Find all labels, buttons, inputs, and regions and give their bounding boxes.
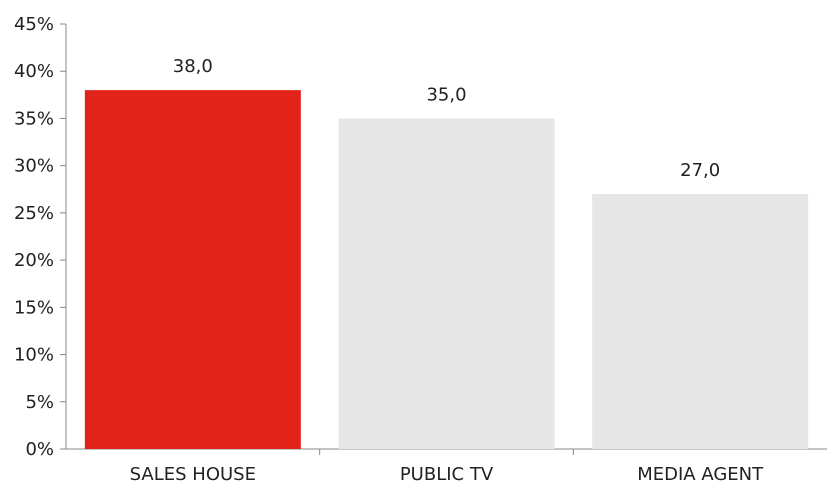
bar-sales-house [84,90,301,449]
y-tick-label: 15% [14,297,54,318]
x-category-label: SALES HOUSE [130,464,256,485]
bars [84,90,809,449]
y-tick-label: 0% [25,439,54,460]
x-category-label: MEDIA AGENT [637,464,764,485]
data-label: 35,0 [426,84,466,105]
bar-public-tv [338,118,555,449]
y-tick-label: 35% [14,108,54,129]
y-axis: 0% 5% 10% 15% 20% 25% 30% 35% 40% 45% [14,14,67,460]
y-tick-label: 40% [14,61,54,82]
data-labels: 38,0 35,0 27,0 [173,56,720,181]
y-tick-label: 30% [14,156,54,177]
y-tick-label: 10% [14,345,54,366]
y-tick-label: 45% [14,14,54,35]
y-tick-label: 5% [25,392,54,413]
x-category-label: PUBLIC TV [400,464,494,485]
data-label: 38,0 [173,56,213,77]
y-tick-label: 25% [14,203,54,224]
y-tick-label: 20% [14,250,54,271]
bar-media-agent [592,194,809,449]
x-axis: SALES HOUSE PUBLIC TV MEDIA AGENT [66,448,827,485]
data-label: 27,0 [680,160,720,181]
